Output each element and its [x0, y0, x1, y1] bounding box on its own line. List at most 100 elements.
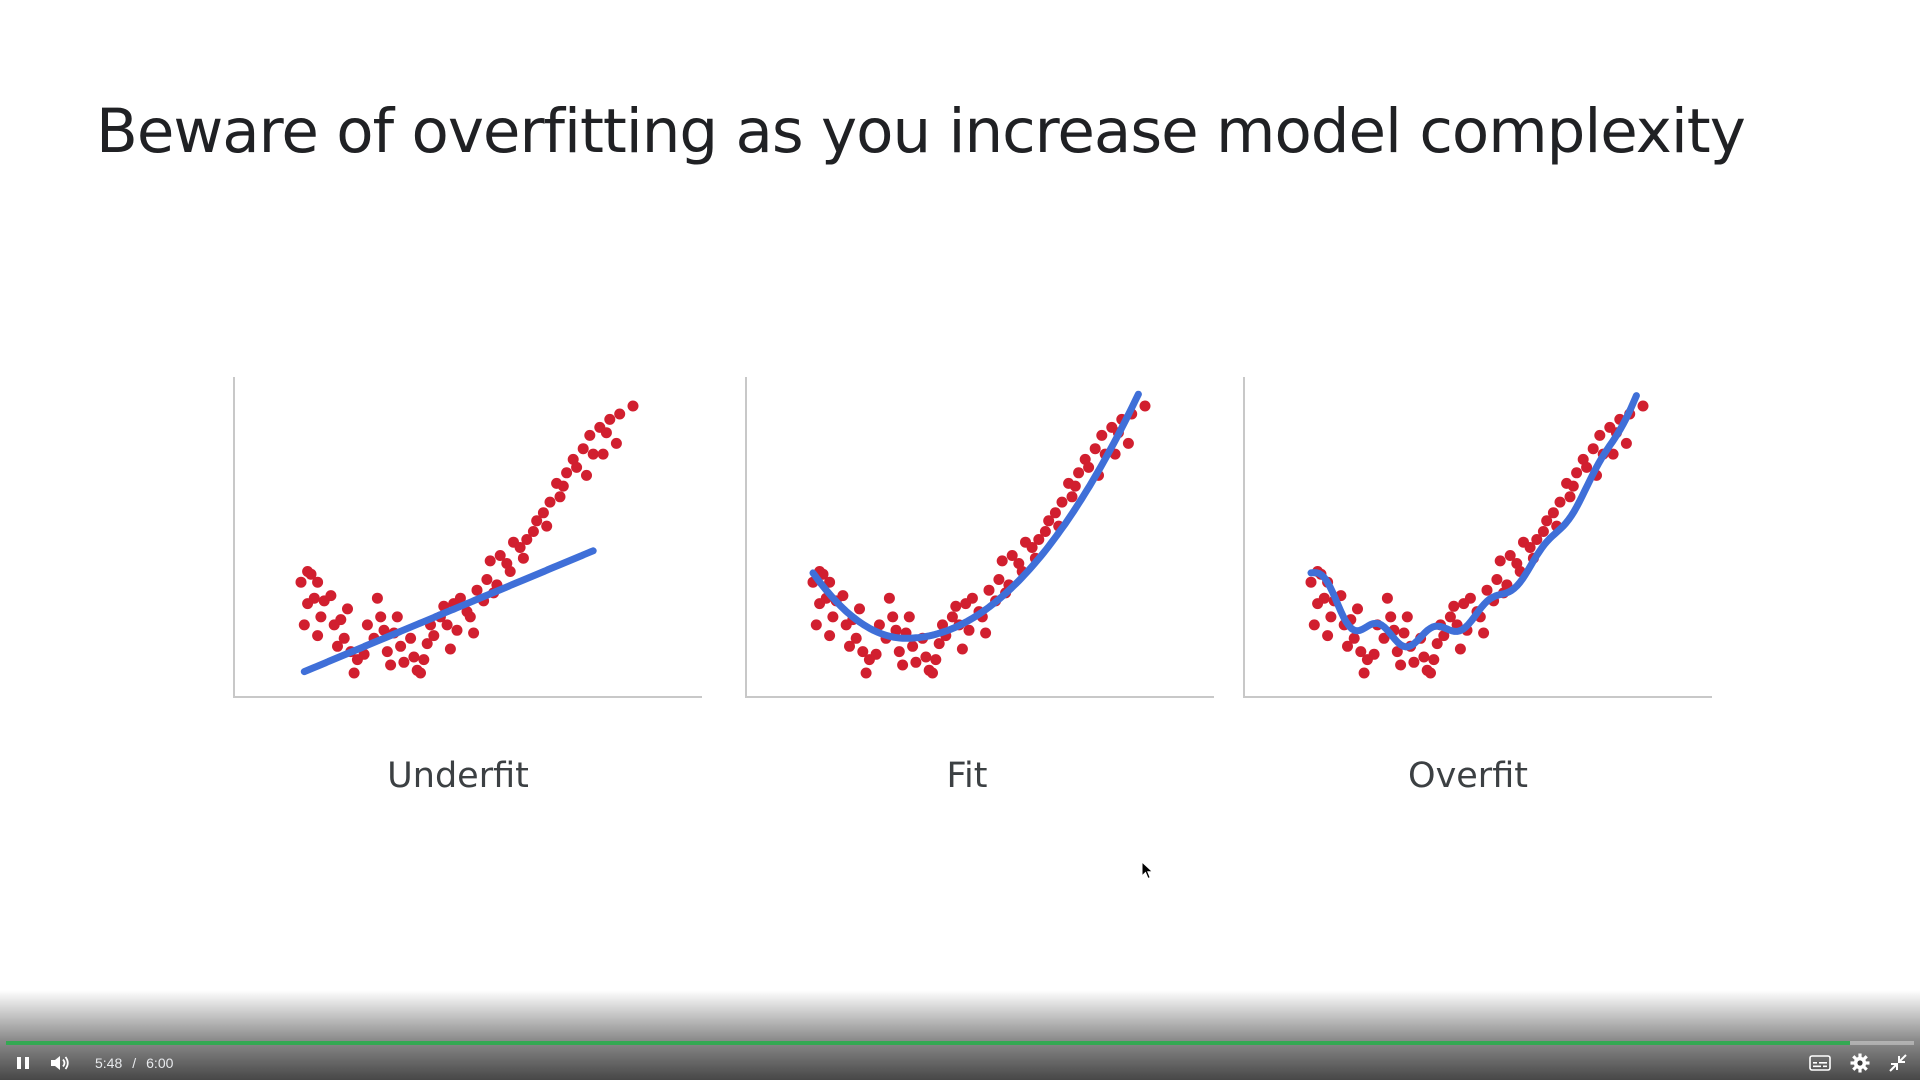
- data-point: [1504, 550, 1516, 561]
- pause-button[interactable]: [12, 1052, 34, 1074]
- data-point: [1547, 507, 1559, 519]
- data-point: [1368, 648, 1380, 660]
- data-point: [295, 576, 307, 588]
- data-point: [933, 638, 945, 650]
- data-point: [1043, 515, 1055, 527]
- data-point: [946, 611, 958, 623]
- data-point: [860, 667, 872, 679]
- data-point: [1425, 667, 1436, 679]
- data-point: [1096, 429, 1108, 441]
- data-point: [421, 638, 433, 650]
- data-point: [950, 600, 962, 612]
- label-overfit: Overfit: [1408, 756, 1528, 796]
- data-point: [907, 640, 919, 652]
- data-point: [415, 667, 426, 679]
- data-point: [1378, 632, 1390, 644]
- data-point: [381, 646, 393, 658]
- data-point: [441, 619, 453, 631]
- exit-fullscreen-button[interactable]: [1886, 1052, 1910, 1074]
- data-point: [1049, 507, 1061, 519]
- progress-fill: [6, 1041, 1851, 1045]
- data-point: [1491, 574, 1503, 585]
- data-point: [903, 611, 915, 623]
- data-point: [854, 603, 865, 615]
- data-point: [1481, 584, 1493, 596]
- data-point: [844, 640, 855, 652]
- data-point: [1454, 643, 1466, 655]
- data-point: [395, 640, 407, 652]
- data-point: [527, 526, 539, 537]
- data-point: [1358, 667, 1370, 679]
- data-point: [887, 611, 899, 623]
- data-point: [870, 648, 882, 660]
- data-point: [1531, 534, 1543, 545]
- data-point: [1385, 611, 1397, 623]
- data-point: [554, 491, 566, 503]
- data-point: [1537, 526, 1549, 537]
- data-point: [1066, 491, 1078, 503]
- data-point: [927, 667, 938, 679]
- data-point: [1348, 632, 1360, 644]
- data-point: [312, 576, 324, 588]
- data-point: [1033, 534, 1045, 545]
- data-point: [361, 619, 373, 631]
- data-point: [1594, 429, 1606, 441]
- duration: 6:00: [146, 1055, 174, 1071]
- data-point: [418, 654, 430, 666]
- data-point: [824, 576, 836, 588]
- data-point: [1395, 659, 1407, 671]
- data-point: [827, 611, 839, 623]
- chart-fit: [745, 377, 1214, 698]
- data-point: [1089, 443, 1101, 455]
- data-point: [312, 630, 324, 642]
- data-point: [824, 630, 836, 642]
- data-point: [1305, 576, 1317, 588]
- data-point: [1039, 526, 1051, 537]
- data-point: [504, 566, 516, 577]
- data-point: [338, 632, 350, 644]
- data-point: [890, 624, 902, 636]
- exit-fullscreen-icon: [1889, 1054, 1907, 1072]
- current-time: 5:48: [95, 1055, 123, 1071]
- data-point: [1352, 603, 1363, 615]
- data-point: [1571, 467, 1583, 479]
- data-point: [537, 507, 549, 519]
- data-point: [325, 590, 337, 602]
- slide-title: Beware of overfitting as you increase mo…: [96, 96, 1746, 167]
- data-point: [883, 592, 895, 604]
- data-point: [1073, 467, 1085, 479]
- data-point: [561, 467, 573, 479]
- settings-button[interactable]: [1848, 1052, 1872, 1074]
- volume-button[interactable]: [48, 1052, 72, 1074]
- data-point: [464, 611, 476, 623]
- progress-bar[interactable]: [6, 1041, 1914, 1045]
- gear-icon: [1850, 1053, 1870, 1073]
- data-point: [1541, 515, 1553, 527]
- data-point: [1381, 592, 1393, 604]
- data-point: [1478, 627, 1490, 639]
- data-point: [1398, 627, 1410, 639]
- fit-line-underfit: [300, 547, 597, 676]
- data-point: [930, 654, 942, 666]
- data-point: [577, 443, 589, 455]
- data-point: [1418, 651, 1430, 663]
- data-point: [1342, 640, 1353, 652]
- data-point: [1312, 598, 1324, 610]
- data-point: [980, 627, 992, 639]
- data-point: [837, 590, 849, 602]
- data-point: [428, 630, 440, 642]
- data-point: [627, 400, 639, 412]
- data-point: [1524, 542, 1536, 553]
- data-point: [468, 627, 480, 639]
- label-fit: Fit: [946, 756, 988, 796]
- data-point: [1428, 654, 1440, 666]
- data-point: [335, 614, 347, 626]
- data-point: [614, 408, 626, 420]
- mouse-cursor-icon: [1141, 861, 1154, 880]
- data-point: [391, 611, 403, 623]
- captions-button[interactable]: [1808, 1052, 1832, 1074]
- data-point: [597, 448, 609, 460]
- data-point: [315, 611, 327, 623]
- data-point: [471, 584, 483, 596]
